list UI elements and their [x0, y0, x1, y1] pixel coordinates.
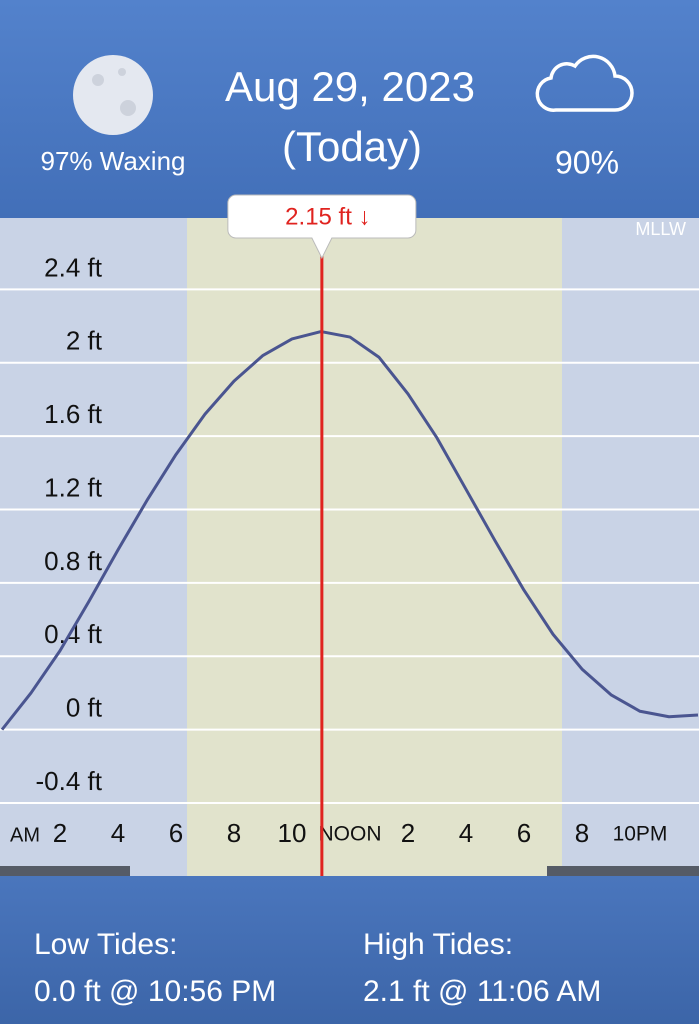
moon-crater: [118, 68, 126, 76]
x-tick-label: 4: [459, 818, 473, 848]
x-tick-label: 8: [227, 818, 241, 848]
moon-crater: [92, 74, 104, 86]
high-title: High Tides:: [363, 928, 513, 961]
moon-crater: [120, 100, 136, 116]
date: Aug 29, 2023: [225, 63, 475, 110]
low-title: Low Tides:: [34, 928, 177, 961]
datum-label: MLLW: [635, 219, 686, 239]
low-text: 0.0 ft @ 10:56 PM: [34, 975, 276, 1008]
y-tick-label: 0 ft: [66, 693, 103, 723]
footer-bg: [0, 876, 699, 1024]
x-tick-label: 2: [53, 818, 67, 848]
y-tick-label: 0.8 ft: [44, 546, 103, 576]
y-tick-label: -0.4 ft: [36, 766, 103, 796]
x-tick-label: 2: [401, 818, 415, 848]
cloud-text: 90%: [555, 144, 619, 180]
x-tick-label: 4: [111, 818, 125, 848]
x-tick-prefix: AM: [10, 824, 40, 846]
y-tick-label: 1.2 ft: [44, 472, 103, 502]
high-text: 2.1 ft @ 11:06 AM: [363, 975, 601, 1008]
moon-text: 97% Waxing: [41, 146, 186, 176]
day: (Today): [282, 123, 422, 170]
x-tick-label: 10: [278, 818, 307, 848]
moon-icon: [73, 55, 153, 135]
x-tick-label: 6: [169, 818, 183, 848]
y-tick-label: 1.6 ft: [44, 399, 103, 429]
y-tick-label: 0.4 ft: [44, 619, 103, 649]
x-tick-label: NOON: [319, 823, 382, 846]
tide-curve: [0, 330, 699, 731]
callout-label: 2.15 ft ↓: [285, 203, 370, 230]
x-tick-label: 6: [517, 818, 531, 848]
y-tick-label: 2.4 ft: [44, 252, 103, 282]
y-tick-label: 2 ft: [66, 326, 103, 356]
callout: [227, 194, 417, 260]
daylight-band: [187, 218, 562, 876]
night-bar: [0, 866, 130, 876]
cloud-icon: [535, 54, 634, 112]
x-tick-label: 8: [575, 818, 589, 848]
night-bar: [547, 866, 699, 876]
x-tick-label: 10PM: [613, 823, 668, 846]
